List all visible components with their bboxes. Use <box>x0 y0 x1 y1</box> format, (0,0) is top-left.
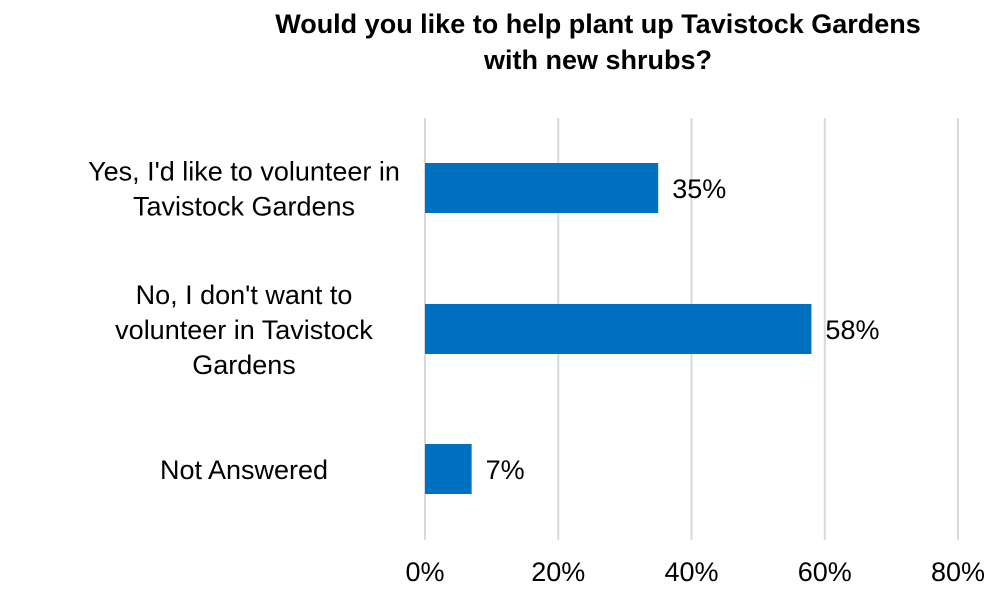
x-tick-label: 60% <box>798 557 852 587</box>
chart-title-line-2: with new shrubs? <box>483 45 712 75</box>
chart-title-line-1: Would you like to help plant up Tavistoc… <box>275 9 921 39</box>
data-labels: 35% 58% 7% <box>486 174 880 485</box>
data-label: 58% <box>825 315 879 345</box>
category-labels: Yes, I'd like to volunteer in Tavistock G… <box>88 157 400 486</box>
x-tick-label: 40% <box>664 557 718 587</box>
bar <box>425 444 472 494</box>
bar <box>425 304 812 354</box>
x-tick-label: 0% <box>405 557 444 587</box>
category-label: Yes, I'd like to volunteer in Tavistock G… <box>88 157 400 222</box>
category-label: No, I don't want to volunteer in Tavistoc… <box>115 280 373 380</box>
data-label: 7% <box>486 455 525 485</box>
x-axis-tick-labels: 0% 20% 40% 60% 80% <box>405 557 985 587</box>
category-label: Not Answered <box>160 455 328 485</box>
bars <box>425 163 812 494</box>
x-tick-label: 80% <box>931 557 985 587</box>
x-tick-label: 20% <box>531 557 585 587</box>
bar <box>425 163 659 213</box>
chart-title: Would you like to help plant up Tavistoc… <box>200 6 996 78</box>
data-label: 35% <box>672 174 726 204</box>
